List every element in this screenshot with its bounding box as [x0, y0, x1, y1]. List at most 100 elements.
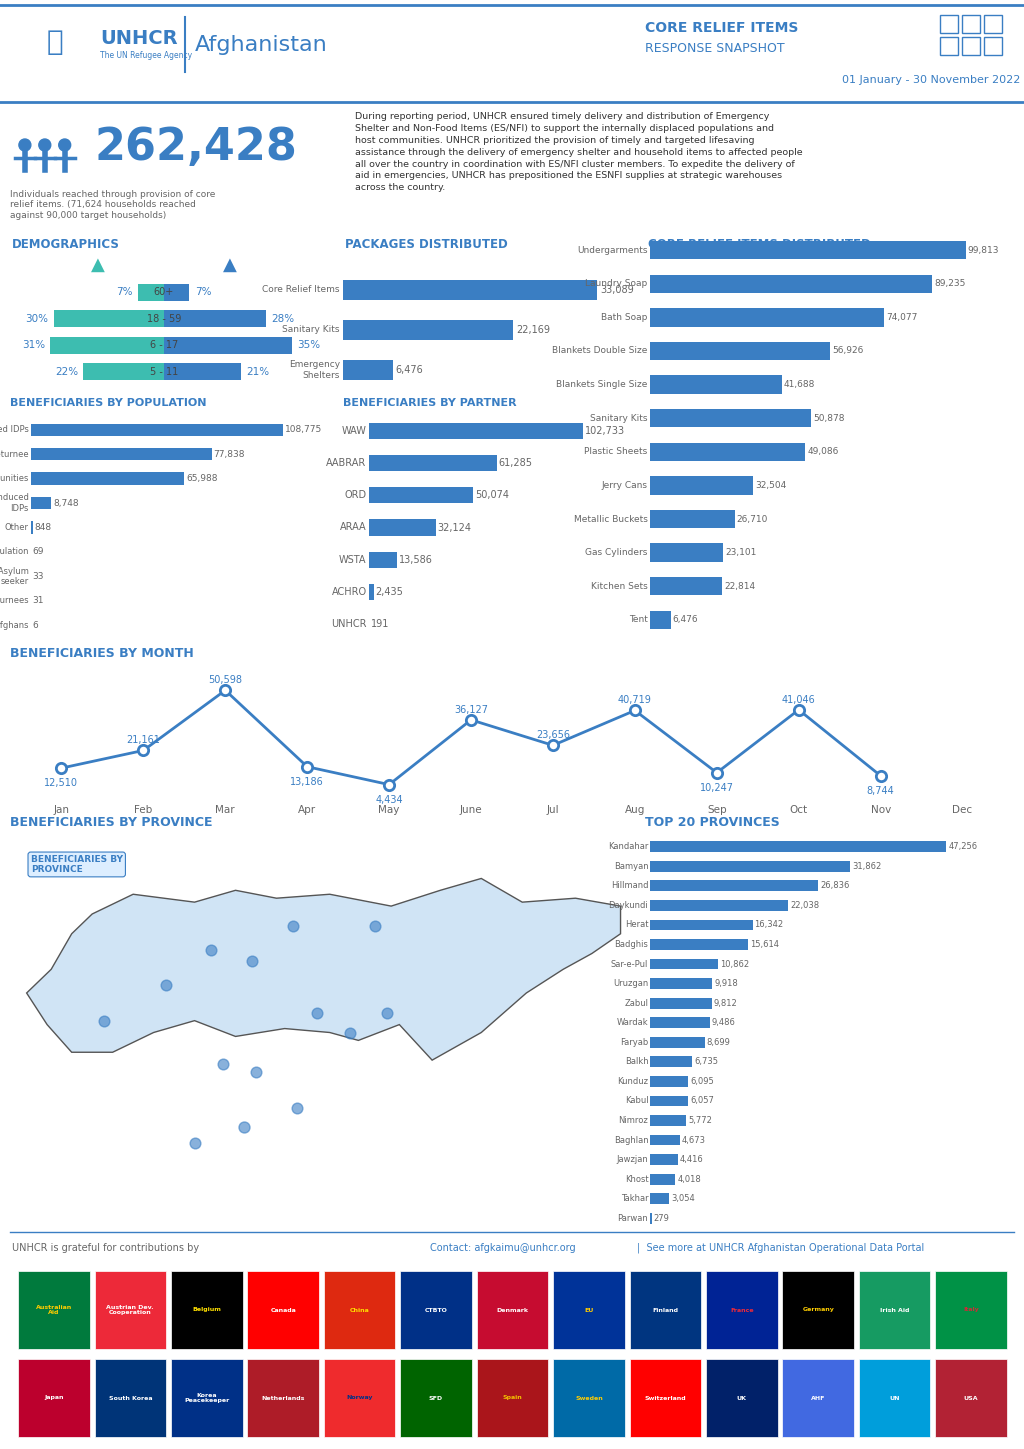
Text: USA: USA [964, 1395, 979, 1401]
Text: South Korea: South Korea [109, 1395, 152, 1401]
Bar [369, 552, 397, 568]
Bar [650, 610, 671, 629]
Bar [984, 38, 1002, 55]
Polygon shape [27, 878, 621, 1061]
Point [215, 1052, 231, 1075]
Text: 47,256: 47,256 [948, 842, 978, 851]
Bar [650, 375, 782, 394]
Text: 18 - 59: 18 - 59 [146, 314, 181, 323]
Text: 30%: 30% [26, 314, 49, 323]
Bar [650, 1135, 680, 1145]
Text: CORE RELIEF ITEMS DISTRIBUTED: CORE RELIEF ITEMS DISTRIBUTED [648, 238, 870, 251]
Text: Zabul: Zabul [625, 998, 648, 1007]
Bar [171, 1359, 243, 1437]
Bar [369, 423, 583, 439]
Text: 33: 33 [33, 572, 44, 581]
Text: Blankets Double Size: Blankets Double Size [552, 346, 648, 355]
Bar [650, 1017, 710, 1029]
Text: Faryab: Faryab [621, 1037, 648, 1046]
Text: Other Non-Afghans: Other Non-Afghans [0, 620, 29, 630]
Text: 36,127: 36,127 [454, 704, 488, 714]
Point [186, 1132, 203, 1155]
Text: 7%: 7% [195, 287, 211, 297]
Bar [400, 1359, 472, 1437]
Text: Daykundi: Daykundi [608, 901, 648, 910]
Bar [553, 1359, 625, 1437]
Text: 6,476: 6,476 [396, 365, 424, 375]
Bar [650, 939, 749, 951]
Text: CORE RELIEF ITEMS: CORE RELIEF ITEMS [645, 20, 799, 35]
Text: DEMOGRAPHICS: DEMOGRAPHICS [12, 238, 120, 251]
Bar [369, 584, 374, 600]
Text: 9,918: 9,918 [715, 980, 738, 988]
Text: Sanitary Kits: Sanitary Kits [590, 414, 648, 423]
Bar [248, 1271, 318, 1349]
Text: WSTA: WSTA [339, 555, 367, 565]
Text: Gas Cylinders: Gas Cylinders [586, 548, 648, 556]
Text: 21,161: 21,161 [126, 735, 161, 745]
Point [379, 1001, 395, 1024]
Bar [650, 1077, 688, 1087]
Text: Emergency
Shelters: Emergency Shelters [289, 361, 340, 380]
Point [285, 914, 301, 938]
Text: Plastic Sheets: Plastic Sheets [585, 448, 648, 456]
Bar [706, 1359, 777, 1437]
Bar [31, 448, 212, 461]
Text: 8,748: 8,748 [53, 498, 79, 507]
Bar [650, 241, 966, 259]
Text: Oct: Oct [790, 804, 808, 814]
Bar [650, 1174, 676, 1184]
Text: Sar-e-Pul: Sar-e-Pul [611, 959, 648, 968]
Point [367, 914, 383, 938]
Text: UK: UK [737, 1395, 746, 1401]
Text: During reporting period, UNHCR ensured timely delivery and distribution of Emerg: During reporting period, UNHCR ensured t… [354, 113, 803, 193]
Text: IDP/Returnee: IDP/Returnee [0, 449, 29, 459]
Text: Host Communities: Host Communities [0, 474, 29, 483]
Text: BENEFICIARIES BY PARTNER: BENEFICIARIES BY PARTNER [343, 397, 517, 407]
Bar [940, 14, 958, 33]
Text: Afghanistan: Afghanistan [195, 35, 328, 55]
Text: 5,772: 5,772 [688, 1116, 712, 1124]
Text: 6,735: 6,735 [694, 1058, 718, 1066]
Point [381, 772, 397, 796]
Bar [650, 1194, 670, 1204]
Text: 13,186: 13,186 [291, 777, 324, 787]
Point [299, 755, 315, 778]
Point [53, 756, 70, 780]
Bar [650, 1155, 678, 1165]
Text: 9,812: 9,812 [714, 998, 737, 1007]
Text: 41,046: 41,046 [782, 694, 815, 704]
Bar [138, 284, 164, 301]
Text: 26,836: 26,836 [820, 881, 850, 890]
Bar [650, 1056, 692, 1068]
Text: BENEFICIARIES BY
PROVINCE: BENEFICIARIES BY PROVINCE [31, 855, 123, 874]
Text: AABRAR: AABRAR [327, 458, 367, 468]
Text: Belgium: Belgium [193, 1307, 221, 1313]
Text: 89,235: 89,235 [934, 280, 966, 288]
Bar [477, 1271, 548, 1349]
Text: Switzerland: Switzerland [644, 1395, 686, 1401]
Bar [940, 38, 958, 55]
Bar [650, 1095, 688, 1107]
Text: Sweden: Sweden [575, 1395, 603, 1401]
Point [342, 1022, 358, 1045]
Bar [343, 280, 597, 300]
Text: 262,428: 262,428 [94, 126, 297, 168]
Bar [859, 1359, 931, 1437]
Text: Apr: Apr [298, 804, 316, 814]
Text: Metallic Buckets: Metallic Buckets [573, 514, 648, 523]
Text: Kunduz: Kunduz [617, 1077, 648, 1085]
Text: Conflict-Induced IDPs: Conflict-Induced IDPs [0, 425, 29, 435]
Point [463, 709, 479, 732]
Bar [400, 1271, 472, 1349]
Bar [650, 842, 946, 852]
Text: 77,838: 77,838 [213, 449, 245, 459]
Text: BENEFICIARIES BY PROVINCE: BENEFICIARIES BY PROVINCE [10, 816, 213, 829]
Text: Jul: Jul [547, 804, 559, 814]
Text: Refugee or Asylum
seeker: Refugee or Asylum seeker [0, 567, 29, 585]
Point [236, 1116, 252, 1139]
Text: Japan: Japan [44, 1395, 63, 1401]
Text: Badghis: Badghis [614, 940, 648, 949]
Bar [650, 543, 723, 562]
Text: 4,434: 4,434 [376, 796, 402, 804]
